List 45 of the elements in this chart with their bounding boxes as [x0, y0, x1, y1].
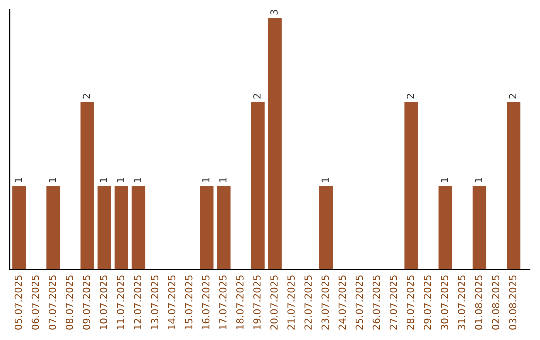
x-tick-label: 11.07.2025 [117, 276, 124, 330]
x-tick-label: 19.07.2025 [254, 276, 261, 330]
data-label: 1 [49, 178, 56, 182]
x-tick-label: 18.07.2025 [236, 276, 244, 330]
x-tick-label: 16.07.2025 [202, 276, 210, 330]
data-label: 1 [441, 178, 448, 182]
x-tick-label: 30.07.2025 [441, 276, 448, 330]
data-label: 2 [83, 94, 90, 99]
x-tick-label: 10.07.2025 [100, 276, 108, 330]
x-tick-label: 17.07.2025 [219, 276, 227, 330]
x-tick-label: 23.07.2025 [322, 276, 330, 330]
x-tick-label: 07.07.2025 [48, 276, 56, 330]
x-tick-label: 24.07.2025 [338, 276, 346, 330]
data-label: 1 [220, 178, 227, 182]
x-tick-label: 26.07.2025 [372, 276, 380, 330]
x-tick-label: 09.07.2025 [83, 276, 90, 330]
x-tick-label: 31.07.2025 [458, 276, 466, 330]
data-label: 1 [117, 178, 124, 182]
data-label: 2 [406, 94, 414, 99]
data-label: 2 [509, 94, 516, 99]
data-label: 1 [322, 178, 329, 182]
x-tick-label: 05.07.2025 [14, 276, 22, 330]
x-tick-label: 25.07.2025 [356, 276, 364, 330]
data-label: 2 [254, 94, 261, 99]
data-label: 3 [270, 10, 278, 15]
x-tick-label: 06.07.2025 [32, 276, 40, 330]
data-label: 1 [100, 178, 108, 182]
data-label: 1 [14, 178, 22, 182]
data-label: 1 [475, 178, 482, 182]
x-tick-label: 13.07.2025 [151, 276, 159, 330]
data-label: 1 [202, 178, 210, 182]
x-tick-label: 28.07.2025 [406, 276, 414, 330]
x-tick-label: 12.07.2025 [134, 276, 142, 330]
x-tick-label: 02.08.2025 [492, 276, 500, 330]
data-label: 1 [134, 178, 142, 182]
x-tick-label: 22.07.2025 [304, 276, 312, 330]
x-tick-label: 27.07.2025 [390, 276, 398, 330]
x-tick-label: 29.07.2025 [424, 276, 432, 330]
x-tick-label: 01.08.2025 [475, 276, 483, 330]
x-tick-label: 08.07.2025 [66, 276, 74, 330]
x-tick-label: 15.07.2025 [185, 276, 193, 330]
x-tick-label: 03.08.2025 [509, 276, 517, 330]
x-tick-label: 20.07.2025 [270, 276, 278, 330]
x-tick-label: 14.07.2025 [168, 276, 176, 330]
x-tick-label: 21.07.2025 [288, 276, 295, 330]
